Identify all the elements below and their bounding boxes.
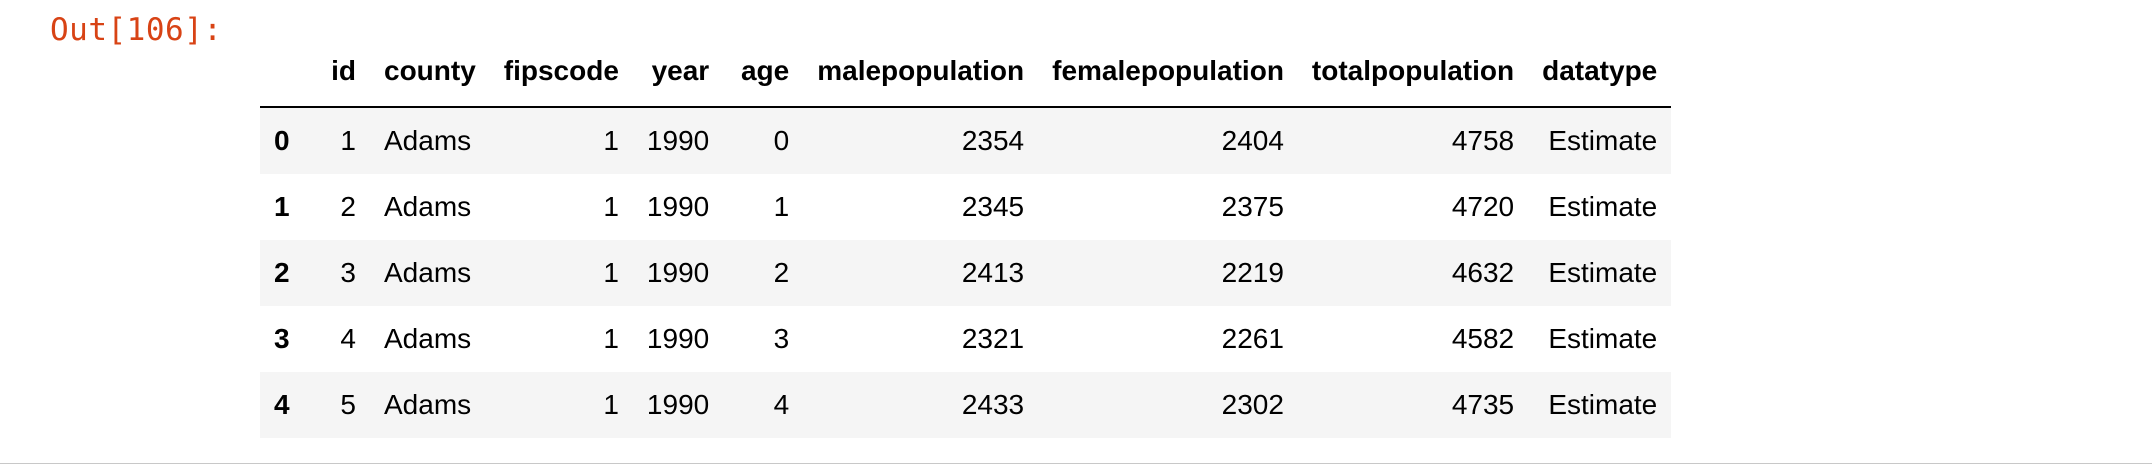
dataframe-output: id county fipscode year age malepopulati… — [260, 36, 1672, 438]
cell-femalepopulation: 2261 — [1221, 323, 1284, 354]
cell-county: Adams — [384, 125, 472, 156]
cell-age: 3 — [773, 323, 790, 354]
cell-datatype: Estimate — [1548, 125, 1658, 156]
cell-totalpopulation: 4758 — [1451, 125, 1515, 156]
cell-age: 1 — [773, 191, 790, 222]
table-row: 3 4 Adams 1 1990 3 2321 2261 4582 Estima… — [260, 306, 1672, 372]
dataframe-table: id county fipscode year age malepopulati… — [260, 36, 1672, 438]
cell-year: 1990 — [646, 257, 710, 288]
cell-county: Adams — [384, 389, 472, 420]
cell-county: Adams — [384, 323, 472, 354]
cell-id: 2 — [340, 191, 356, 222]
cell-fipscode: 1 — [603, 389, 619, 420]
cell-fipscode: 1 — [603, 257, 619, 288]
column-header-id: id — [314, 36, 370, 108]
column-header-year: year — [632, 36, 724, 108]
cell-datatype: Estimate — [1548, 323, 1658, 354]
column-header-age: age — [723, 36, 804, 108]
cell-divider — [0, 463, 2152, 464]
row-index: 3 — [274, 323, 290, 354]
cell-totalpopulation: 4735 — [1451, 389, 1515, 420]
cell-totalpopulation: 4632 — [1451, 257, 1515, 288]
header-row: id county fipscode year age malepopulati… — [260, 36, 1672, 108]
cell-age: 2 — [773, 257, 790, 288]
cell-datatype: Estimate — [1548, 191, 1658, 222]
cell-femalepopulation: 2404 — [1221, 125, 1284, 156]
cell-age: 4 — [773, 389, 790, 420]
table-row: 2 3 Adams 1 1990 2 2413 2219 4632 Estima… — [260, 240, 1672, 306]
cell-fipscode: 1 — [603, 125, 619, 156]
table-row: 0 1 Adams 1 1990 0 2354 2404 4758 Estima… — [260, 107, 1672, 174]
cell-year: 1990 — [646, 125, 710, 156]
cell-year: 1990 — [646, 191, 710, 222]
cell-femalepopulation: 2219 — [1221, 257, 1284, 288]
cell-id: 5 — [340, 389, 356, 420]
cell-malepopulation: 2413 — [961, 257, 1025, 288]
cell-county: Adams — [384, 191, 472, 222]
cell-malepopulation: 2321 — [961, 323, 1025, 354]
cell-datatype: Estimate — [1548, 257, 1658, 288]
cell-age: 0 — [773, 125, 790, 156]
row-index: 0 — [274, 125, 290, 156]
table-row: 1 2 Adams 1 1990 1 2345 2375 4720 Estima… — [260, 174, 1672, 240]
output-prompt: Out[106]: — [50, 12, 223, 48]
cell-datatype: Estimate — [1548, 389, 1658, 420]
cell-id: 3 — [340, 257, 356, 288]
column-header-totalpopulation: totalpopulation — [1297, 36, 1529, 108]
cell-malepopulation: 2354 — [961, 125, 1025, 156]
cell-femalepopulation: 2375 — [1221, 191, 1284, 222]
cell-totalpopulation: 4582 — [1451, 323, 1515, 354]
column-header-malepopulation: malepopulation — [803, 36, 1039, 108]
row-index: 2 — [274, 257, 290, 288]
cell-malepopulation: 2345 — [961, 191, 1025, 222]
cell-femalepopulation: 2302 — [1221, 389, 1284, 420]
column-header-datatype: datatype — [1528, 36, 1672, 108]
cell-year: 1990 — [646, 323, 710, 354]
cell-year: 1990 — [646, 389, 710, 420]
column-header-femalepopulation: femalepopulation — [1038, 36, 1298, 108]
row-index: 1 — [274, 191, 290, 222]
row-index: 4 — [274, 389, 290, 420]
cell-fipscode: 1 — [603, 323, 619, 354]
table-row: 4 5 Adams 1 1990 4 2433 2302 4735 Estima… — [260, 372, 1672, 438]
cell-totalpopulation: 4720 — [1451, 191, 1515, 222]
cell-county: Adams — [384, 257, 472, 288]
column-header-county: county — [370, 36, 490, 108]
cell-id: 4 — [340, 323, 356, 354]
cell-id: 1 — [340, 125, 356, 156]
column-header-fipscode: fipscode — [489, 36, 633, 108]
cell-fipscode: 1 — [603, 191, 619, 222]
index-header — [260, 36, 314, 108]
cell-malepopulation: 2433 — [961, 389, 1025, 420]
